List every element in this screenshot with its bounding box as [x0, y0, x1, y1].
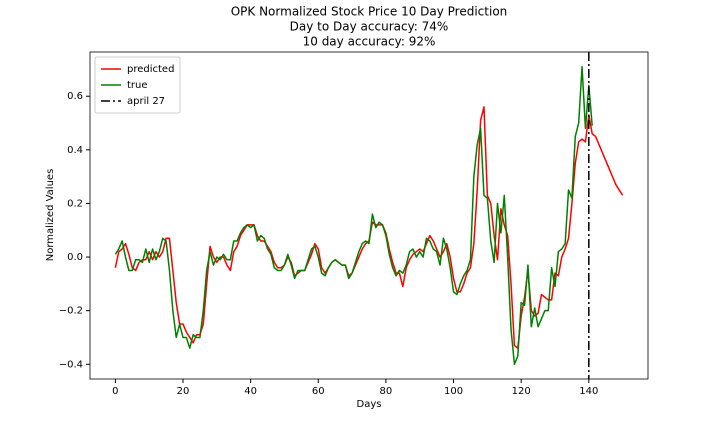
x-tick-label: 140: [579, 386, 598, 397]
y-tick-label: 0.0: [67, 252, 83, 263]
y-tick-label: −0.4: [59, 359, 83, 370]
y-tick-label: 0.4: [67, 145, 83, 156]
legend-label: predicted: [127, 64, 174, 75]
legend-box: [94, 56, 181, 114]
y-tick-label: 0.6: [67, 91, 83, 102]
y-tick-label: −0.2: [59, 306, 83, 317]
x-tick-label: 80: [380, 386, 393, 397]
chart-subtitle: Day to Day accuracy: 74%: [290, 20, 449, 34]
x-axis-label: Days: [357, 399, 382, 410]
x-tick-label: 0: [112, 386, 118, 397]
x-tick-label: 20: [177, 386, 190, 397]
x-tick-label: 40: [244, 386, 257, 397]
x-tick-label: 60: [312, 386, 325, 397]
legend-label: true: [127, 80, 148, 91]
series-line: [114, 65, 593, 366]
x-tick-label: 120: [512, 386, 531, 397]
y-tick-label: 0.2: [67, 198, 83, 209]
x-tick-label: 100: [444, 386, 463, 397]
chart-title: OPK Normalized Stock Price 10 Day Predic…: [231, 5, 508, 19]
legend-label: april 27: [127, 96, 165, 107]
series-line: [114, 106, 624, 349]
y-axis-label: Normalized Values: [45, 169, 56, 262]
chart-subtitle: 10 day accuracy: 92%: [303, 35, 436, 49]
plot-frame: [89, 51, 649, 380]
